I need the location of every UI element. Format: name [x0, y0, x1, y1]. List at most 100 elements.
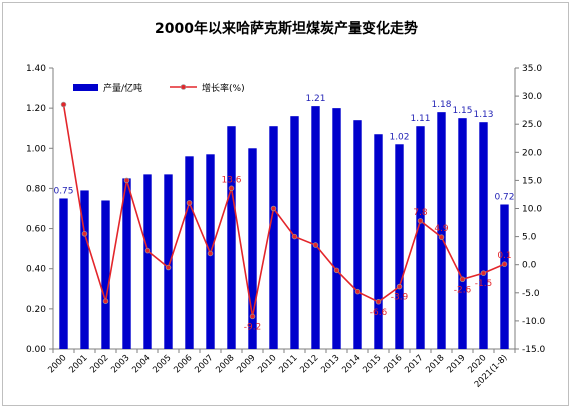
bar	[416, 126, 425, 349]
x-axis-tick-label: 2017	[403, 353, 425, 375]
legend-line-marker	[180, 84, 187, 90]
x-axis-tick-label: 2007	[193, 353, 215, 375]
right-axis-tick-label: 15.0	[522, 176, 542, 186]
bar	[248, 148, 257, 349]
line-point	[249, 313, 256, 320]
line-point	[417, 218, 424, 224]
bar-value-label: 1.11	[410, 114, 430, 124]
line-point	[228, 185, 235, 192]
left-axis-tick-label: 0.40	[26, 265, 46, 275]
x-axis-tick-label: 2002	[88, 353, 110, 375]
x-axis-tick-label: 2019	[445, 353, 467, 375]
line-point	[144, 247, 151, 254]
line-value-label: 0.1	[497, 251, 511, 261]
right-axis-tick-label: -15.0	[522, 345, 546, 355]
x-axis-tick-label: 2011	[277, 353, 299, 375]
left-axis-tick-label: 0.80	[26, 184, 46, 194]
x-axis-tick-label: 2004	[130, 353, 152, 375]
x-axis-tick-label: 2013	[319, 353, 341, 375]
chart-frame	[2, 2, 569, 406]
line-point	[333, 267, 340, 274]
line-value-label: -9.2	[244, 322, 262, 332]
bar	[395, 144, 404, 349]
line-value-label: 4.9	[434, 224, 449, 234]
right-axis-tick-label: 0.0	[522, 261, 537, 271]
bar	[353, 120, 362, 349]
x-axis-tick-label: 2018	[424, 353, 446, 375]
line-value-label: -3.9	[391, 293, 409, 303]
x-axis-tick-label: 2010	[256, 353, 278, 375]
line-point	[501, 261, 508, 267]
legend-bar-label: 产量/亿吨	[103, 82, 142, 94]
bar-value-label: 1.21	[305, 94, 325, 104]
left-axis-tick-label: 0.60	[26, 225, 46, 235]
right-axis-tick-label: 25.0	[522, 120, 542, 130]
line-value-label: 7.8	[413, 208, 428, 218]
bar	[332, 108, 341, 350]
x-axis-tick-label: 2005	[151, 353, 173, 375]
left-axis-tick-label: 0.00	[26, 345, 46, 355]
bar	[122, 178, 131, 349]
x-axis-tick-label: 2009	[235, 353, 257, 375]
right-axis-tick-label: 5.0	[522, 233, 537, 243]
bar-value-label: 1.15	[452, 106, 472, 116]
bar	[227, 126, 236, 349]
bar	[101, 200, 110, 349]
line-point	[375, 299, 382, 305]
right-axis-tick-label: -5.0	[522, 289, 540, 299]
bar	[269, 126, 278, 349]
legend: 产量/亿吨 增长率(%)	[73, 82, 245, 94]
line-value-label: -6.6	[370, 308, 388, 318]
line-point	[312, 242, 319, 248]
x-axis-tick-label: 2016	[382, 353, 404, 375]
line-point	[354, 288, 361, 295]
x-axis-tick-label: 2012	[298, 353, 320, 375]
left-axis-tick-label: 1.00	[26, 144, 46, 154]
line-value-label: -1.5	[475, 279, 493, 289]
x-axis-tick-label: 2006	[172, 353, 194, 375]
line-point	[186, 200, 193, 206]
line-series	[60, 101, 508, 320]
x-axis-tick-label: 2000	[46, 353, 68, 375]
bar	[143, 174, 152, 349]
line-point	[207, 250, 214, 257]
bar	[374, 134, 383, 349]
line-point	[459, 276, 466, 283]
right-axis-tick-label: 10.0	[522, 205, 542, 215]
line-value-label: 13.6	[221, 175, 241, 185]
x-axis-tick-label: 2003	[109, 353, 131, 375]
x-axis-tick-label: 2001	[67, 353, 89, 375]
legend-bar-swatch	[73, 84, 98, 91]
bar-value-label: 0.72	[494, 192, 514, 202]
x-axis-tick-label: 2015	[361, 353, 383, 375]
chart-title: 2000年以来哈萨克斯坦煤炭产量变化走势	[155, 21, 418, 37]
bar	[59, 198, 68, 349]
left-axis-tick-label: 0.20	[26, 305, 46, 315]
bar	[80, 190, 89, 349]
growth-rate-line	[62, 104, 505, 317]
line-point	[396, 283, 403, 290]
bar-value-label: 1.13	[473, 110, 493, 120]
bar	[458, 118, 467, 349]
bar-value-label: 0.75	[53, 186, 73, 196]
right-axis-tick-label: 35.0	[522, 64, 542, 74]
line-point	[81, 231, 88, 237]
bar-value-label: 1.18	[431, 100, 451, 110]
line-point	[270, 205, 277, 212]
legend-line-label: 增长率(%)	[202, 82, 245, 94]
line-point	[60, 101, 67, 108]
bar	[500, 204, 509, 349]
x-axis-tick-label: 2014	[340, 353, 362, 375]
bar	[185, 156, 194, 349]
left-axis-tick-label: 1.40	[26, 64, 46, 74]
line-point	[102, 298, 109, 304]
left-axis-tick-label: 1.20	[26, 104, 46, 114]
bar	[479, 122, 488, 349]
line-point	[438, 234, 445, 240]
bar	[437, 112, 446, 350]
right-axis-tick-label: 20.0	[522, 148, 542, 158]
line-point	[291, 233, 298, 240]
line-value-label: -2.6	[454, 285, 472, 295]
bar	[311, 106, 320, 349]
